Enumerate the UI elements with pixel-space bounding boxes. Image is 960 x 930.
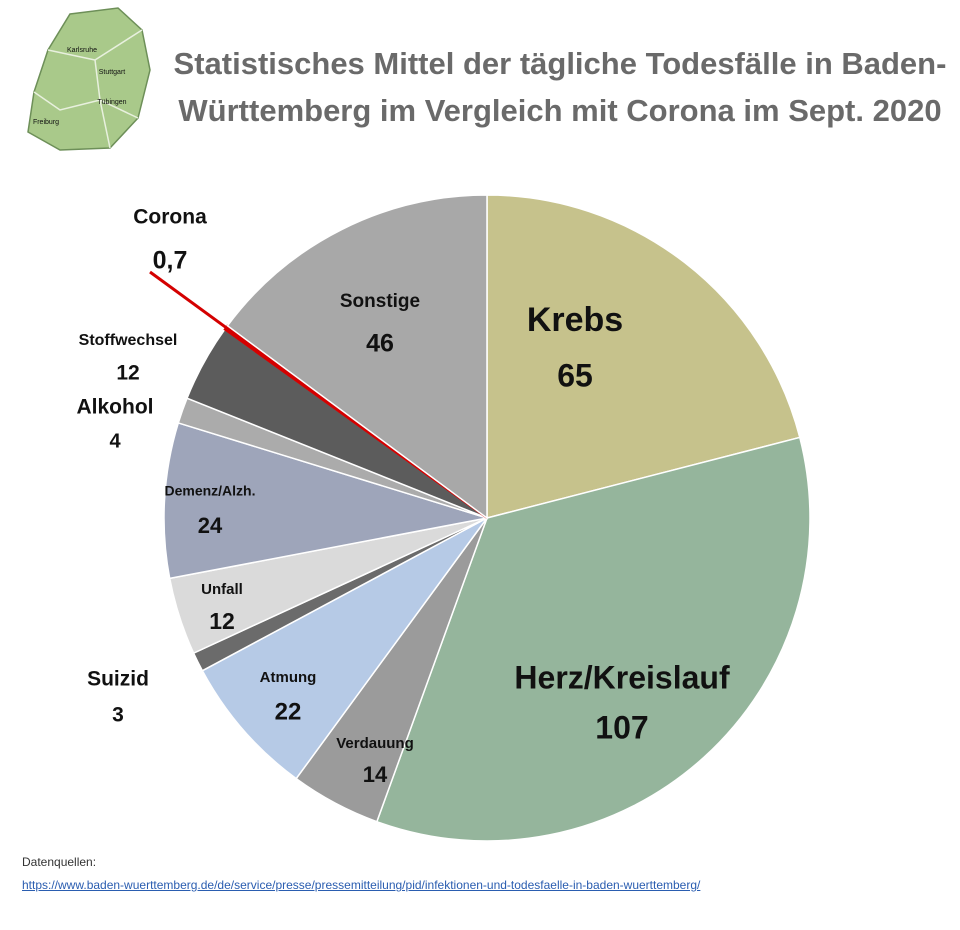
pie-slice xyxy=(486,194,801,519)
slice-label: Sonstige xyxy=(340,291,420,312)
region-map xyxy=(27,7,151,151)
slice-label: Krebs xyxy=(527,301,623,339)
map-label: Karlsruhe xyxy=(67,47,97,54)
map-label: Freiburg xyxy=(33,119,59,126)
slice-label: Atmung xyxy=(260,669,317,686)
slice-label: Herz/Kreislauf xyxy=(514,659,730,695)
map-label: Stuttgart xyxy=(99,69,126,76)
slice-label: Corona xyxy=(133,206,207,229)
slice-label: Suizid xyxy=(87,668,149,691)
source-url[interactable]: https://www.baden-wuerttemberg.de/de/ser… xyxy=(22,878,701,892)
slice-label: Alkohol xyxy=(77,396,154,419)
pie-slice xyxy=(201,517,488,780)
value-label: 24 xyxy=(198,513,223,538)
value-label: 12 xyxy=(209,608,235,634)
map-shape xyxy=(27,7,151,151)
value-label: 0,7 xyxy=(153,247,188,275)
slice-label: Demenz/Alzh. xyxy=(164,483,255,499)
value-label: 12 xyxy=(116,362,139,385)
slice-label: Unfall xyxy=(201,581,243,598)
source-heading: Datenquellen: xyxy=(22,855,97,869)
value-label: 65 xyxy=(557,357,593,393)
slice-label: Stoffwechsel xyxy=(79,332,178,349)
pie-slice xyxy=(163,421,488,580)
leader-line xyxy=(149,270,227,329)
value-label: 14 xyxy=(363,762,388,787)
map-label: Tübingen xyxy=(97,99,126,106)
slice-label: Verdauung xyxy=(336,735,414,752)
value-label: 46 xyxy=(366,330,394,358)
value-label: 107 xyxy=(595,709,648,745)
map-borders xyxy=(33,29,143,149)
pie-slice xyxy=(375,436,811,842)
value-label: 3 xyxy=(112,704,124,727)
value-label: 4 xyxy=(109,430,121,452)
chart-title: Statistisches Mittel der tägliche Todesf… xyxy=(173,46,947,128)
pie-slice xyxy=(226,194,488,520)
value-label: 22 xyxy=(275,698,302,725)
